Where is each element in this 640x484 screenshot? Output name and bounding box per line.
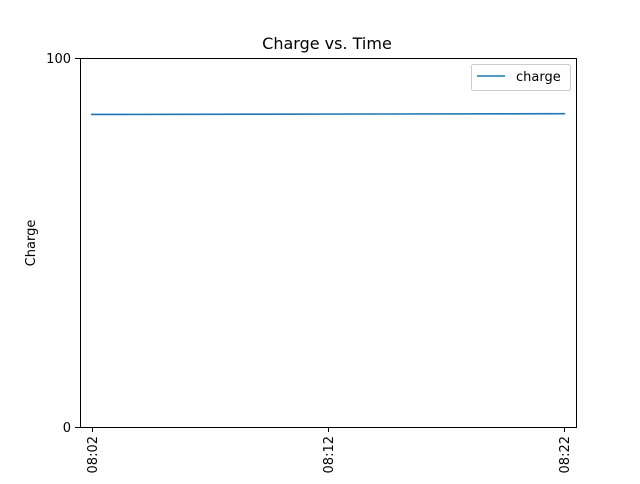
x-tick-label: 08:22 [558, 436, 573, 473]
plot-area: 08:02 08:12 08:22 0 100 [46, 52, 577, 473]
x-tick-label: 08:12 [322, 436, 337, 473]
legend-frame [471, 64, 571, 91]
chart-title: Charge vs. Time [262, 34, 392, 53]
legend-label-charge: charge [516, 70, 561, 85]
y-tick-label: 0 [63, 421, 71, 436]
y-axis-label: Charge [24, 220, 39, 267]
y-tick-label: 100 [46, 52, 71, 67]
x-tick-label: 08:02 [86, 436, 101, 473]
series-line-charge [91, 112, 565, 116]
legend: charge [471, 64, 571, 91]
